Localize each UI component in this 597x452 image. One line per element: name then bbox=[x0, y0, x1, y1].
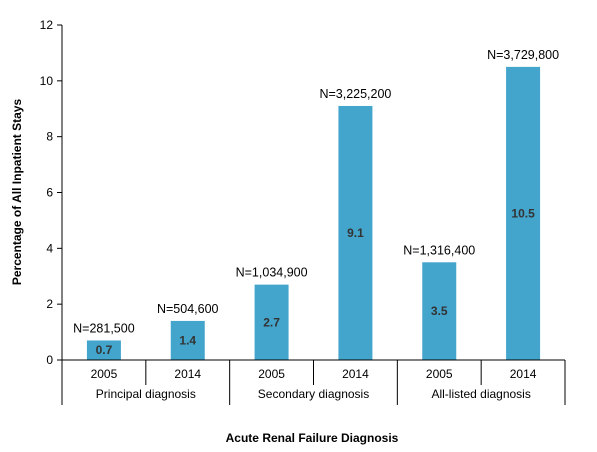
bar-n-label: N=281,500 bbox=[73, 321, 135, 335]
x-group-label: All-listed diagnosis bbox=[431, 387, 530, 401]
bar-value-label: 9.1 bbox=[347, 226, 364, 240]
x-category-label: 2014 bbox=[510, 367, 537, 381]
bar-n-label: N=504,600 bbox=[157, 302, 219, 316]
bar bbox=[422, 262, 457, 360]
x-category-label: 2005 bbox=[426, 367, 453, 381]
bar-n-label: N=3,729,800 bbox=[487, 48, 559, 62]
bar-n-label: N=3,225,200 bbox=[319, 87, 391, 101]
y-tick-label: 6 bbox=[46, 186, 53, 200]
bar-value-label: 1.4 bbox=[179, 333, 196, 347]
bar-value-label: 0.7 bbox=[96, 343, 113, 357]
y-tick-label: 2 bbox=[46, 297, 53, 311]
bar bbox=[254, 284, 289, 360]
bar bbox=[86, 340, 121, 360]
bar-n-label: N=1,034,900 bbox=[236, 266, 308, 280]
y-tick-label: 10 bbox=[40, 74, 54, 88]
x-category-label: 2005 bbox=[258, 367, 285, 381]
bar bbox=[170, 320, 205, 360]
bar bbox=[506, 66, 541, 360]
y-tick-label: 4 bbox=[46, 241, 53, 255]
x-group-label: Principal diagnosis bbox=[96, 387, 196, 401]
y-tick-label: 12 bbox=[40, 18, 54, 32]
bars: 0.7 N=281,500 1.4 N=504,600 2.7 N=1,034,900 9.… bbox=[73, 48, 559, 360]
bar bbox=[338, 105, 373, 360]
bar-value-label: 10.5 bbox=[511, 206, 535, 220]
x-category-label: 2014 bbox=[342, 367, 369, 381]
bar-n-label: N=1,316,400 bbox=[403, 243, 475, 257]
x-group-label: Secondary diagnosis bbox=[258, 387, 369, 401]
bar-value-label: 3.5 bbox=[431, 304, 448, 318]
bar-value-label: 2.7 bbox=[263, 315, 280, 329]
y-tick-label: 0 bbox=[46, 353, 53, 367]
x-axis: 2005 2014 Principal diagnosis 2005 2014 Secon… bbox=[61, 359, 566, 405]
y-axis-title: Percentage of All Inpatient Stays bbox=[10, 99, 24, 286]
x-category-label: 2005 bbox=[91, 367, 118, 381]
y-axis-ticks: 0 2 4 6 8 10 12 bbox=[40, 18, 63, 367]
x-category-label: 2014 bbox=[174, 367, 201, 381]
y-tick-label: 8 bbox=[46, 130, 53, 144]
x-axis-title: Acute Renal Failure Diagnosis bbox=[226, 431, 399, 445]
